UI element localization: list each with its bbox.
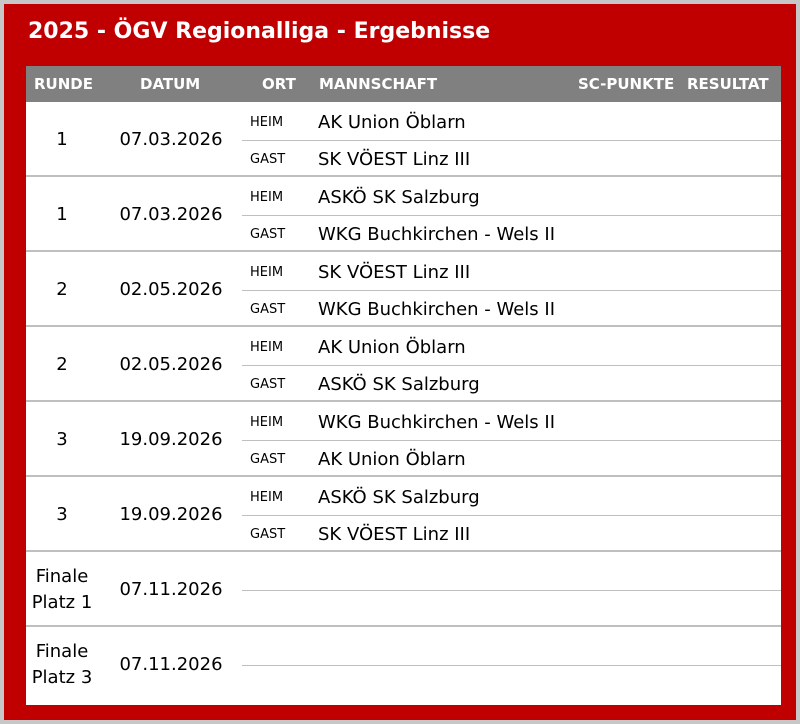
runde-cell: 1: [56, 128, 68, 150]
heim-label: HEIM: [250, 190, 284, 205]
runde-line-2: Platz 3: [31, 666, 93, 688]
datum-cell: 02.05.2026: [119, 353, 223, 375]
gast-label: GAST: [250, 227, 286, 242]
heim-label: HEIM: [250, 415, 284, 430]
gast-team: SK VÖEST Linz III: [318, 149, 471, 170]
heim-team: ASKÖ SK Salzburg: [318, 487, 480, 508]
datum-cell: 19.09.2026: [119, 428, 223, 450]
runde-cell: 2: [56, 353, 68, 375]
header-resultat: RESULTAT: [687, 75, 769, 93]
gast-label: GAST: [250, 527, 286, 542]
datum-cell: 07.11.2026: [119, 653, 223, 675]
heim-team: AK Union Öblarn: [318, 337, 466, 358]
results-frame: 2025 - ÖGV Regionalliga - Ergebnisse RUN…: [4, 4, 796, 720]
datum-cell: 19.09.2026: [119, 503, 223, 525]
page-title: 2025 - ÖGV Regionalliga - Ergebnisse: [28, 19, 491, 44]
results-table: RUNDE DATUM ORT MANNSCHAFT SC-PUNKTE RES…: [26, 66, 781, 705]
runde-cell: Finale Platz 1: [26, 552, 98, 627]
gast-team: SK VÖEST Linz III: [318, 524, 471, 545]
runde-cell: 1: [56, 203, 68, 225]
heim-team: ASKÖ SK Salzburg: [318, 187, 480, 208]
gast-label: GAST: [250, 377, 286, 392]
table-header: RUNDE DATUM ORT MANNSCHAFT SC-PUNKTE RES…: [26, 66, 781, 102]
heim-label: HEIM: [250, 265, 284, 280]
row-divider: [242, 440, 781, 441]
heim-team: WKG Buchkirchen - Wels II: [318, 412, 556, 433]
runde-cell: 3: [56, 503, 68, 525]
match-row: 2 02.05.2026 HEIM SK VÖEST Linz III GAST…: [26, 252, 781, 327]
runde-line-1: Finale: [35, 640, 89, 662]
gast-label: GAST: [250, 152, 286, 167]
heim-label: HEIM: [250, 490, 284, 505]
match-row: 2 02.05.2026 HEIM AK Union Öblarn GAST A…: [26, 327, 781, 402]
gast-team: WKG Buchkirchen - Wels II: [318, 224, 556, 245]
gast-team: AK Union Öblarn: [318, 449, 466, 470]
row-divider: [242, 215, 781, 216]
datum-cell: 07.03.2026: [119, 128, 223, 150]
header-ort: ORT: [262, 75, 296, 93]
runde-line-2: Platz 1: [31, 591, 93, 613]
row-divider: [242, 515, 781, 516]
datum-cell: 07.03.2026: [119, 203, 223, 225]
gast-team: ASKÖ SK Salzburg: [318, 374, 480, 395]
match-row: Finale Platz 1 07.11.2026: [26, 552, 781, 627]
datum-cell: 07.11.2026: [119, 578, 223, 600]
heim-team: AK Union Öblarn: [318, 112, 466, 133]
header-sc-punkte: SC-PUNKTE: [578, 75, 675, 93]
row-divider: [242, 665, 781, 666]
runde-line-1: Finale: [35, 565, 89, 587]
heim-team: SK VÖEST Linz III: [318, 262, 471, 283]
row-divider: [242, 290, 781, 291]
match-row: 1 07.03.2026 HEIM ASKÖ SK Salzburg GAST …: [26, 177, 781, 252]
match-row: 3 19.09.2026 HEIM ASKÖ SK Salzburg GAST …: [26, 477, 781, 552]
runde-cell: 2: [56, 278, 68, 300]
gast-team: WKG Buchkirchen - Wels II: [318, 299, 556, 320]
heim-label: HEIM: [250, 340, 284, 355]
heim-label: HEIM: [250, 115, 284, 130]
match-row: 1 07.03.2026 HEIM AK Union Öblarn GAST S…: [26, 102, 781, 177]
row-divider: [242, 140, 781, 141]
datum-cell: 02.05.2026: [119, 278, 223, 300]
header-runde: RUNDE: [34, 75, 93, 93]
runde-cell: Finale Platz 3: [26, 627, 98, 702]
runde-cell: 3: [56, 428, 68, 450]
match-row: Finale Platz 3 07.11.2026: [26, 627, 781, 702]
match-row: 3 19.09.2026 HEIM WKG Buchkirchen - Wels…: [26, 402, 781, 477]
gast-label: GAST: [250, 452, 286, 467]
header-mannschaft: MANNSCHAFT: [319, 75, 438, 93]
row-divider: [242, 365, 781, 366]
row-divider: [242, 590, 781, 591]
header-datum: DATUM: [140, 75, 201, 93]
gast-label: GAST: [250, 302, 286, 317]
